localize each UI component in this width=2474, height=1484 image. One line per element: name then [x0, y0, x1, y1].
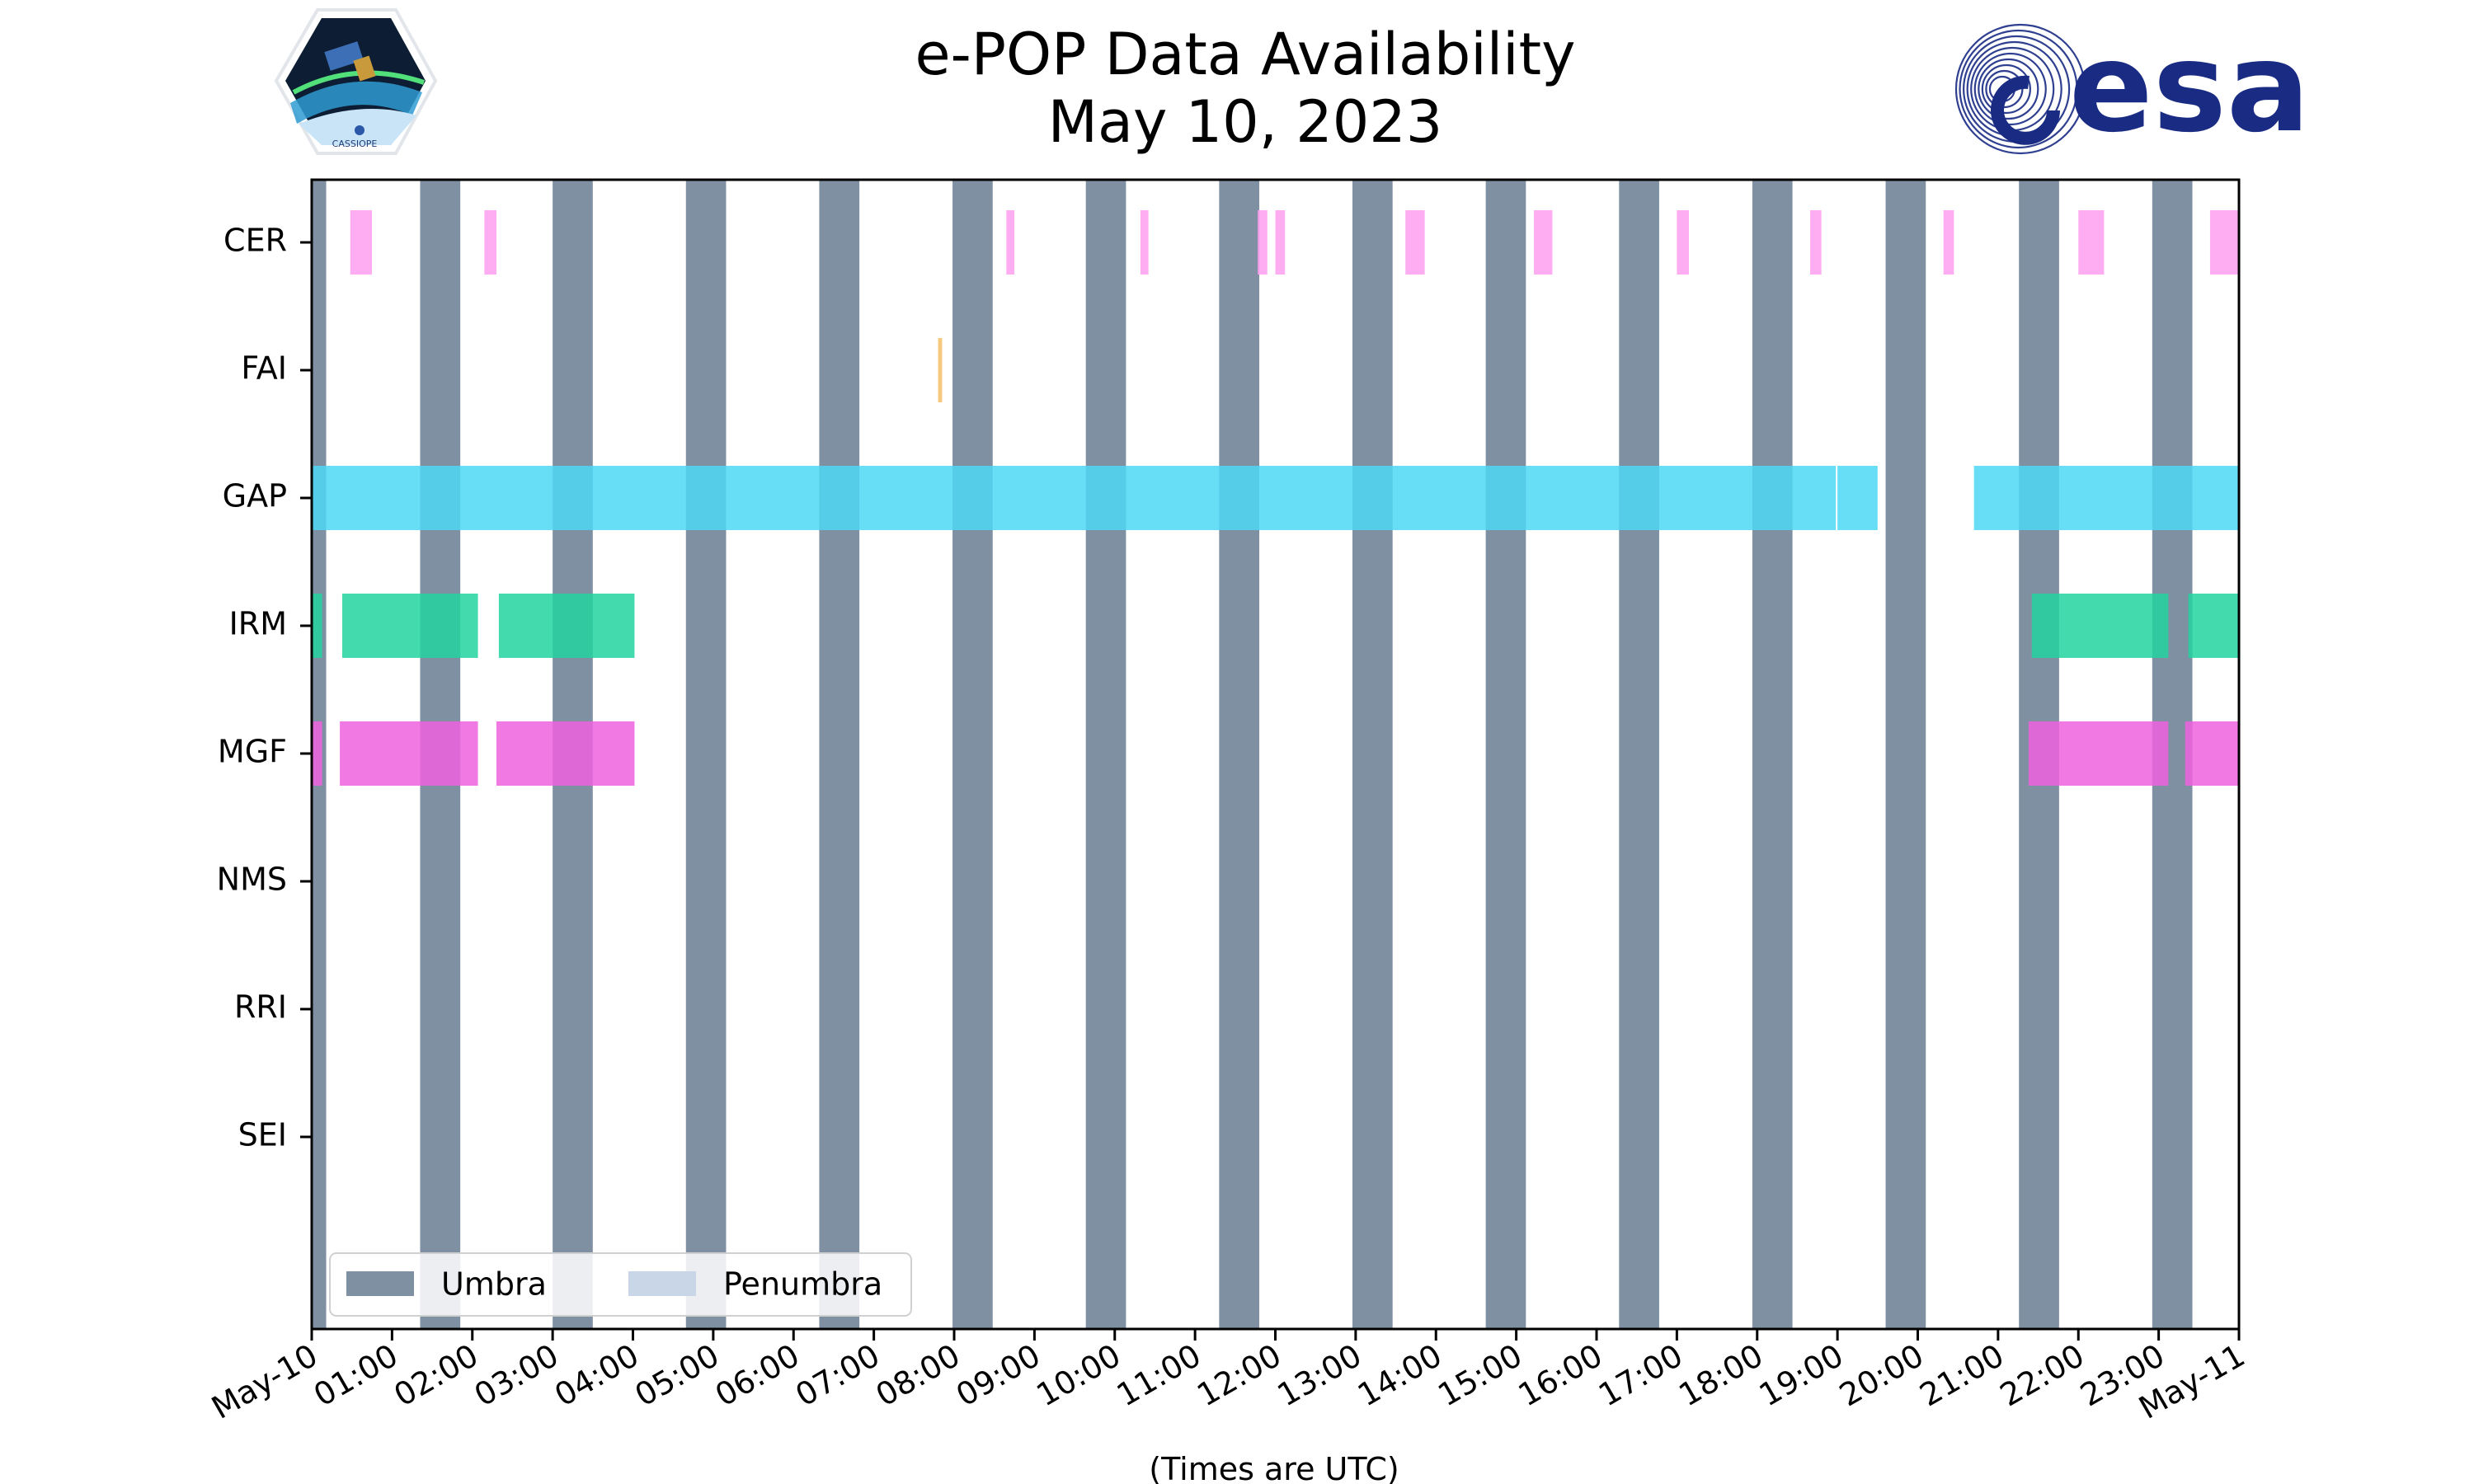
x-tick-label: 20:00 — [1833, 1337, 1930, 1414]
availability-bar-gap — [312, 466, 1837, 530]
availability-bar-gap — [1837, 466, 1878, 530]
availability-bar-cer — [1258, 210, 1268, 275]
umbra-band — [1085, 180, 1126, 1329]
availability-bar-cer — [1275, 210, 1286, 275]
x-tick-label: 04:00 — [548, 1337, 645, 1414]
x-tick-label: 17:00 — [1592, 1337, 1689, 1414]
cassiope-logo: CASSIOPE — [274, 8, 438, 155]
availability-bar-irm — [498, 594, 635, 658]
availability-bar-cer — [350, 210, 373, 275]
y-axis: CER FAI GAP IRM MGF NMS RRI SEI — [217, 223, 312, 1153]
umbra-band — [819, 180, 860, 1329]
esa-logo-wordmark: esa — [2069, 16, 2310, 160]
umbra-band — [1485, 180, 1526, 1329]
x-tick-label: 02:00 — [388, 1337, 484, 1414]
availability-bar-cer — [1677, 210, 1689, 275]
x-tick-label: 19:00 — [1753, 1337, 1850, 1414]
legend: Umbra Penumbra — [329, 1252, 912, 1317]
chart-title-line-2: May 10, 2023 — [1048, 88, 1443, 156]
availability-bar-irm — [2031, 594, 2169, 658]
esa-swirl-ring — [1978, 58, 2039, 120]
legend-label-umbra: Umbra — [441, 1266, 547, 1303]
esa-logo: esa — [1954, 16, 2310, 160]
availability-bar-mgf — [496, 721, 635, 786]
availability-bar-mgf — [340, 721, 478, 786]
x-tick-label: 07:00 — [789, 1337, 886, 1414]
legend-label-penumbra: Penumbra — [723, 1266, 882, 1303]
availability-bar-mgf — [312, 721, 322, 786]
umbra-band — [1619, 180, 1659, 1329]
x-tick-label: 16:00 — [1512, 1337, 1609, 1414]
cassiope-logo-label: CASSIOPE — [332, 139, 378, 149]
esa-swirl-ring — [1985, 69, 2024, 109]
y-tick-label: NMS — [217, 862, 287, 898]
plot-area — [310, 178, 2241, 1331]
x-tick-label: 03:00 — [468, 1337, 565, 1414]
y-tick-label: FAI — [241, 350, 287, 387]
x-tick-label: 21:00 — [1914, 1337, 2011, 1414]
x-tick-label: 22:00 — [1994, 1337, 2091, 1414]
y-tick-label: MGF — [218, 734, 287, 770]
availability-bar-irm — [312, 594, 322, 658]
availability-bar-cer — [2078, 210, 2105, 275]
availability-bar-cer — [1534, 210, 1553, 275]
x-axis-label: (Times are UTC) — [1149, 1451, 1399, 1484]
esa-swirl-e — [1991, 75, 2060, 145]
availability-bar-gap — [1973, 466, 2239, 530]
legend-swatch-penumbra — [628, 1271, 696, 1296]
x-tick-label: 15:00 — [1432, 1337, 1528, 1414]
legend-frame — [329, 1252, 912, 1317]
x-axis: May-1001:0002:0003:0004:0005:0006:0007:0… — [205, 1329, 2251, 1426]
esa-swirl-ring — [1959, 29, 2078, 149]
x-tick-label: 12:00 — [1191, 1337, 1287, 1414]
x-tick-label: 13:00 — [1272, 1337, 1368, 1414]
umbra-band — [685, 180, 727, 1329]
x-tick-label: 01:00 — [308, 1337, 404, 1414]
availability-bar-mgf — [2185, 721, 2239, 786]
availability-bar-irm — [342, 594, 478, 658]
availability-bar-cer — [1140, 210, 1149, 275]
y-tick-label: IRM — [229, 606, 287, 642]
esa-swirl-ring — [1973, 52, 2047, 126]
availability-bar-cer — [1810, 210, 1822, 275]
x-tick-label: 11:00 — [1111, 1337, 1207, 1414]
x-tick-label: 09:00 — [950, 1337, 1047, 1414]
esa-swirl-ring — [1954, 23, 2086, 155]
x-tick-label: 18:00 — [1672, 1337, 1769, 1414]
x-tick-label: 08:00 — [870, 1337, 967, 1414]
x-tick-label: May-10 — [205, 1337, 323, 1426]
availability-bar-cer — [484, 210, 496, 275]
availability-bar-cer — [1405, 210, 1425, 275]
availability-bar-mgf — [2028, 721, 2169, 786]
x-tick-label: 06:00 — [709, 1337, 806, 1414]
availability-bar-cer — [1006, 210, 1015, 275]
y-tick-label: SEI — [238, 1117, 287, 1153]
x-tick-label: 05:00 — [629, 1337, 726, 1414]
y-tick-label: GAP — [223, 478, 287, 514]
umbra-band — [952, 180, 993, 1329]
umbra-band — [1219, 180, 1260, 1329]
umbra-band — [1752, 180, 1793, 1329]
availability-bar-irm — [2188, 594, 2239, 658]
esa-swirl-ring — [1981, 63, 2031, 115]
esa-swirl-icon — [1954, 23, 2086, 155]
availability-bar-cer — [1943, 210, 1954, 275]
y-tick-label: RRI — [234, 989, 287, 1026]
umbra-band — [1885, 180, 1926, 1329]
legend-swatch-umbra — [346, 1271, 414, 1296]
x-tick-label: 10:00 — [1030, 1337, 1126, 1414]
chart-title-line-1: e-POP Data Availability — [915, 21, 1575, 88]
availability-bar-cer — [2209, 210, 2239, 275]
y-tick-label: CER — [223, 223, 287, 259]
umbra-band — [1352, 180, 1393, 1329]
availability-bar-fai — [938, 338, 943, 402]
x-tick-label: 14:00 — [1352, 1337, 1448, 1414]
